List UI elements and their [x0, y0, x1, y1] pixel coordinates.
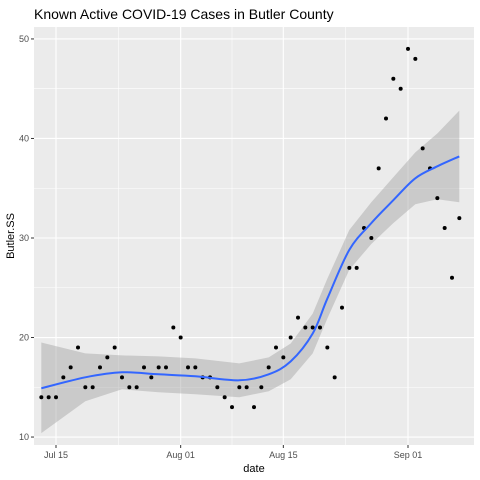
data-point [186, 365, 190, 370]
data-point [46, 395, 51, 400]
data-point [39, 395, 44, 400]
x-axis: Jul 15 Aug 01 Aug 15 Sep 01 [44, 445, 422, 460]
major-gridlines [34, 27, 474, 445]
data-point [127, 385, 132, 390]
data-point [420, 146, 425, 151]
data-point [156, 365, 161, 370]
x-tick-label: Aug 15 [269, 450, 298, 460]
data-point [274, 345, 278, 350]
data-point [237, 385, 242, 390]
chart-title: Known Active COVID-19 Cases in Butler Co… [34, 6, 334, 22]
data-point [296, 315, 300, 320]
data-point [222, 395, 227, 400]
data-point [325, 345, 330, 350]
y-axis-title: Butler.SS [5, 213, 17, 259]
data-point [450, 275, 454, 280]
data-point [54, 395, 58, 400]
data-point [281, 355, 286, 360]
plot-panel [34, 27, 474, 445]
data-point [171, 325, 176, 330]
data-point [112, 345, 117, 350]
data-point [384, 116, 388, 121]
data-point [413, 56, 418, 61]
data-point [134, 385, 139, 390]
y-tick-label: 10 [19, 432, 29, 442]
data-point [442, 226, 447, 231]
y-tick-label: 40 [19, 133, 29, 143]
data-point [376, 166, 381, 171]
data-point [105, 355, 110, 360]
data-point [391, 76, 396, 81]
data-point [398, 86, 403, 91]
y-tick-label: 20 [19, 333, 29, 343]
data-point [252, 405, 256, 410]
data-point [354, 265, 359, 270]
minor-gridlines [34, 27, 474, 445]
data-point [164, 365, 168, 370]
y-axis: 10 20 30 40 50 [19, 34, 34, 442]
data-point [288, 335, 293, 340]
data-point [98, 365, 102, 370]
data-point [230, 405, 234, 410]
data-point [149, 375, 154, 380]
data-point [120, 375, 124, 380]
data-point [68, 365, 73, 370]
data-point [244, 385, 249, 390]
data-point [215, 385, 220, 390]
data-point [76, 345, 80, 350]
y-tick-label: 50 [19, 34, 29, 44]
x-axis-title: date [243, 463, 264, 475]
data-point [266, 365, 271, 370]
data-point [369, 235, 374, 240]
data-point [61, 375, 66, 380]
data-point [435, 196, 440, 201]
x-tick-label: Sep 01 [394, 450, 423, 460]
data-point [318, 325, 322, 330]
data-point [332, 375, 337, 380]
data-point [259, 385, 264, 390]
data-point [406, 46, 410, 51]
data-point [347, 265, 352, 270]
y-tick-label: 30 [19, 233, 29, 243]
data-point [142, 365, 146, 370]
data-point [90, 385, 95, 390]
data-point [310, 325, 315, 330]
data-point [457, 216, 462, 221]
data-point [340, 305, 344, 310]
data-point [83, 385, 88, 390]
confidence-band [41, 110, 460, 434]
data-point [193, 365, 198, 370]
data-points [39, 46, 462, 410]
data-point [303, 325, 308, 330]
x-tick-label: Aug 01 [166, 450, 195, 460]
data-point [178, 335, 183, 340]
x-tick-label: Jul 15 [44, 450, 68, 460]
smooth-trend-line [41, 155, 460, 390]
